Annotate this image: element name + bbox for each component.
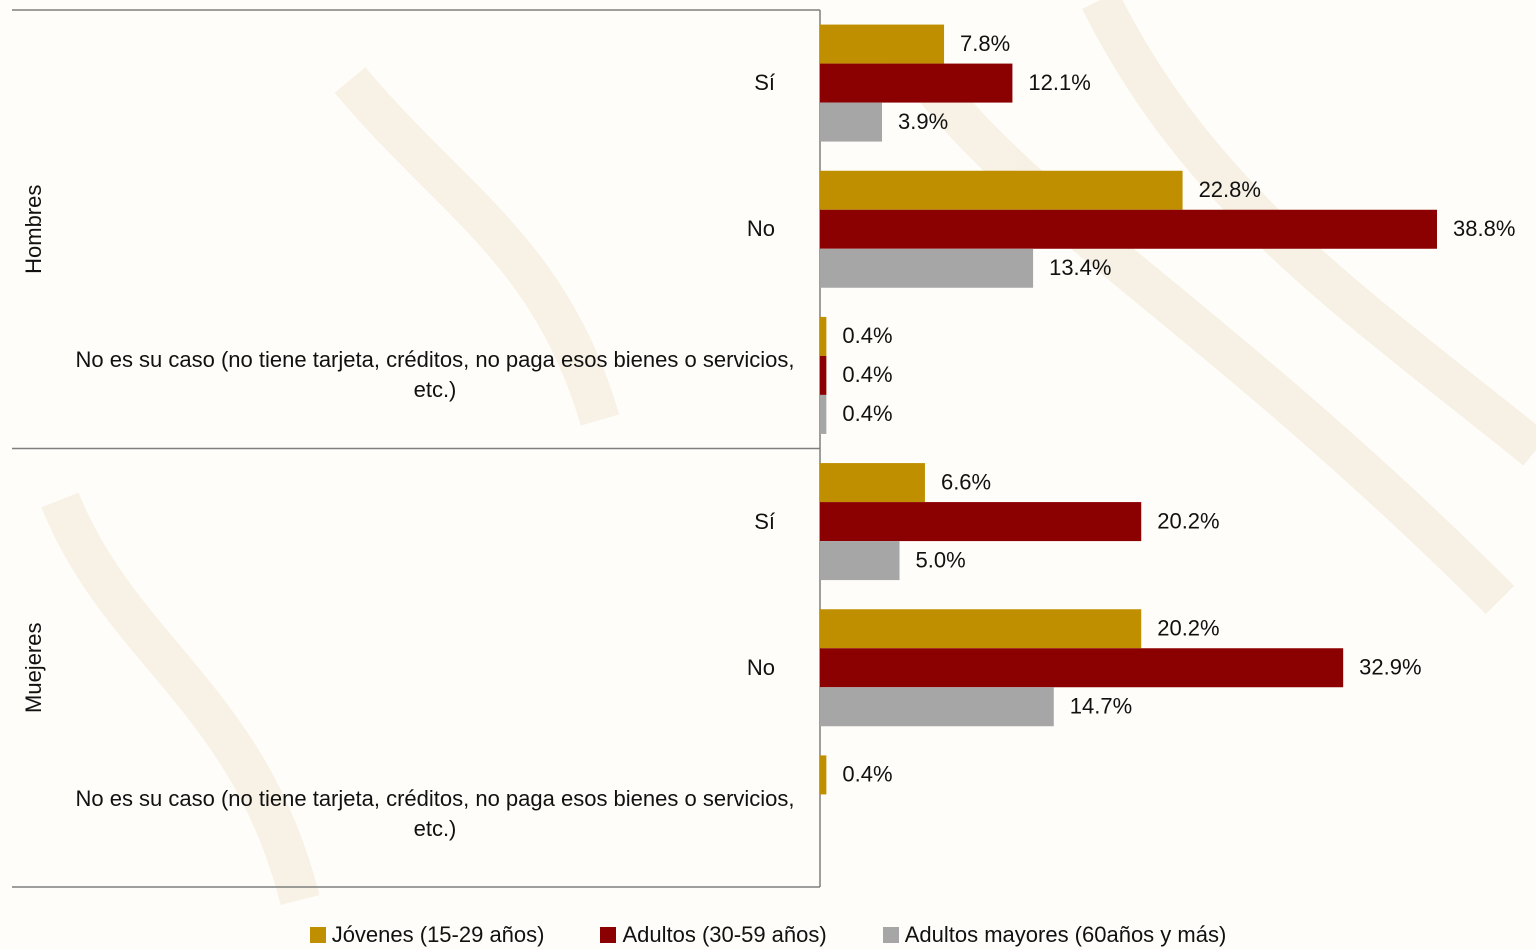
legend-label: Adultos (30-59 años): [622, 922, 827, 947]
legend-item: Adultos mayores (60años y más): [882, 922, 1227, 948]
value-label: 0.4%: [842, 762, 892, 787]
category-label-box: No es su caso (no tiene tarjeta, crédito…: [70, 302, 800, 448]
background-pattern: [41, 0, 1536, 905]
value-label: 0.4%: [842, 401, 892, 426]
bar: [820, 687, 1054, 727]
legend-item: Jóvenes (15-29 años): [309, 922, 545, 948]
bar: [820, 394, 827, 434]
group-label: Muejeres: [21, 623, 46, 713]
group-label: Hombres: [21, 185, 46, 274]
category-label-wrap: Sí: [70, 10, 800, 156]
legend-swatch: [600, 927, 617, 943]
legend-swatch: [882, 927, 899, 943]
bar: [820, 541, 900, 581]
value-label: 38.8%: [1453, 216, 1515, 241]
category-label-wrap: No es su caso (no tiene tarjeta, crédito…: [70, 741, 800, 887]
decor: [883, 29, 1515, 615]
legend-item: Adultos (30-59 años): [600, 922, 827, 948]
category-label-wrap: No: [70, 595, 800, 741]
category-label-wrap: Sí: [70, 449, 800, 595]
category-label: No es su caso (no tiene tarjeta, crédito…: [75, 347, 795, 403]
category-label: Sí: [754, 70, 775, 96]
category-label-box: Sí: [70, 449, 800, 595]
category-label: No es su caso (no tiene tarjeta, crédito…: [75, 785, 795, 841]
value-label: 0.4%: [842, 362, 892, 387]
bar: [820, 502, 1142, 542]
value-label: 13.4%: [1049, 255, 1111, 280]
legend-label: Jóvenes (15-29 años): [331, 922, 545, 947]
category-label-box: No: [70, 156, 800, 302]
value-label: 14.7%: [1070, 694, 1132, 719]
value-label: 7.8%: [960, 31, 1010, 56]
category-label-box: Sí: [70, 10, 800, 156]
decor: [334, 67, 620, 426]
value-label: 22.8%: [1199, 177, 1261, 202]
bar: [820, 316, 827, 356]
legend: Jóvenes (15-29 años) Adultos (30-59 años)…: [0, 922, 1536, 948]
decor: [41, 492, 320, 905]
bar: [820, 248, 1034, 288]
bar: [820, 355, 827, 395]
category-label-box: No es su caso (no tiene tarjeta, crédito…: [70, 741, 800, 887]
bar: [820, 648, 1344, 688]
value-label: 6.6%: [941, 469, 991, 494]
category-label: Sí: [754, 508, 775, 534]
value-label: 12.1%: [1028, 70, 1090, 95]
value-label: 0.4%: [842, 323, 892, 348]
value-label: 32.9%: [1359, 655, 1421, 680]
category-label-wrap: No es su caso (no tiene tarjeta, crédito…: [70, 302, 800, 448]
bar: [820, 102, 883, 142]
category-label-wrap: No: [70, 156, 800, 302]
bar: [820, 755, 827, 795]
category-label: No: [746, 654, 775, 680]
bar: [820, 170, 1183, 210]
value-label: 20.2%: [1157, 508, 1219, 533]
value-label: 5.0%: [916, 547, 966, 572]
bar: [820, 24, 945, 64]
bar: [820, 209, 1437, 249]
bar: [820, 63, 1013, 103]
bar: [820, 463, 925, 503]
bar: [820, 609, 1142, 649]
value-label: 20.2%: [1157, 616, 1219, 641]
chart: Hombres Muejeres Sí 7.8% 12.1% 3.9% No 22.8% 38.…: [12, 0, 1536, 905]
legend-label: Adultos mayores (60años y más): [904, 922, 1227, 947]
legend-swatch: [309, 927, 326, 943]
value-label: 3.9%: [898, 109, 948, 134]
category-label: No: [746, 216, 775, 242]
category-label-box: No: [70, 595, 800, 741]
